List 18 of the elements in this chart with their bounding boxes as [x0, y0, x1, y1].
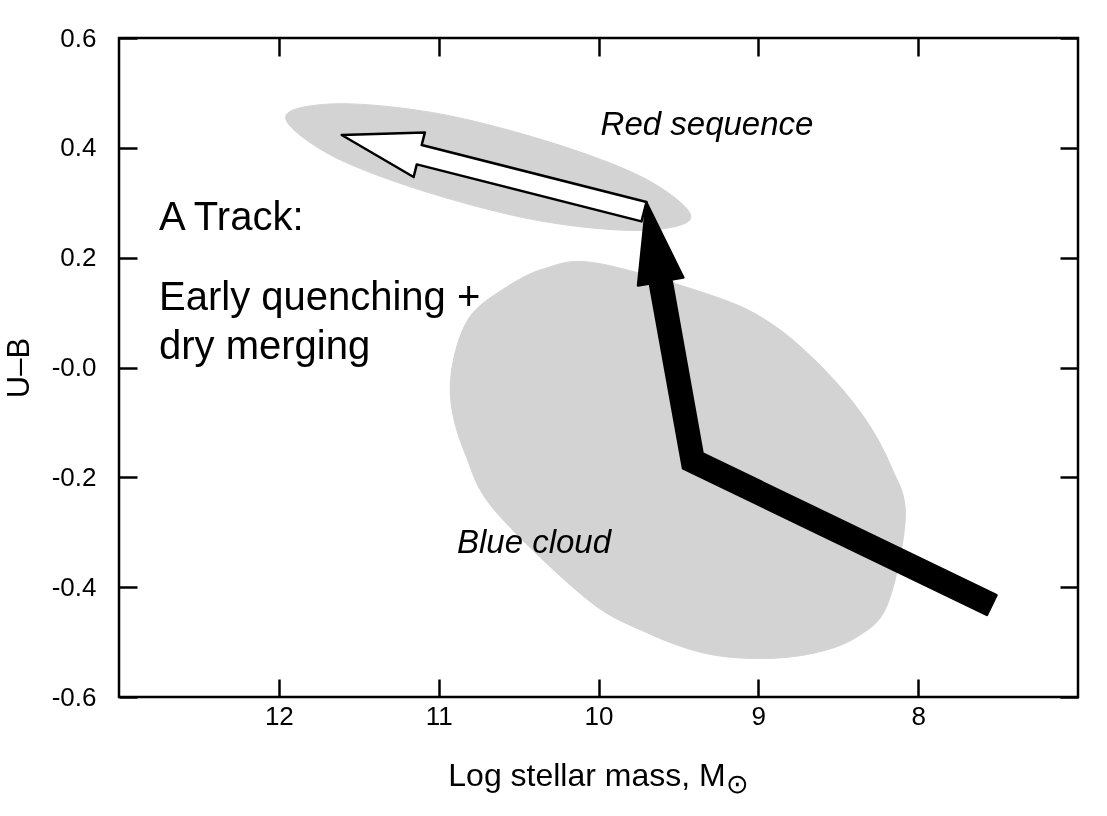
- annotation: A Track:: [159, 194, 304, 238]
- x-tick-label: 8: [911, 700, 926, 731]
- series-label: Red sequence: [600, 105, 814, 142]
- x-tick-label: 9: [751, 700, 767, 731]
- y-tick-label: -0.2: [51, 461, 97, 492]
- y-tick-label: 0.4: [60, 132, 97, 163]
- x-tick-label: 12: [264, 700, 294, 731]
- y-tick-label: 0.6: [60, 22, 97, 53]
- annotation: Early quenching + dry merging: [159, 274, 481, 367]
- x-tick-label: 10: [584, 700, 614, 731]
- x-tick-label: 11: [425, 700, 453, 731]
- y-tick-label: -0.0: [51, 352, 97, 382]
- y-tick-label: -0.6: [51, 681, 97, 712]
- y-tick-label: -0.4: [51, 571, 97, 602]
- y-tick-label: 0.2: [60, 242, 97, 273]
- x-axis-title: Log stellar mass, M$_{⊙}$: [447, 757, 750, 800]
- y-axis-title: U–B: [0, 337, 36, 399]
- series-label: Blue cloud: [456, 523, 613, 560]
